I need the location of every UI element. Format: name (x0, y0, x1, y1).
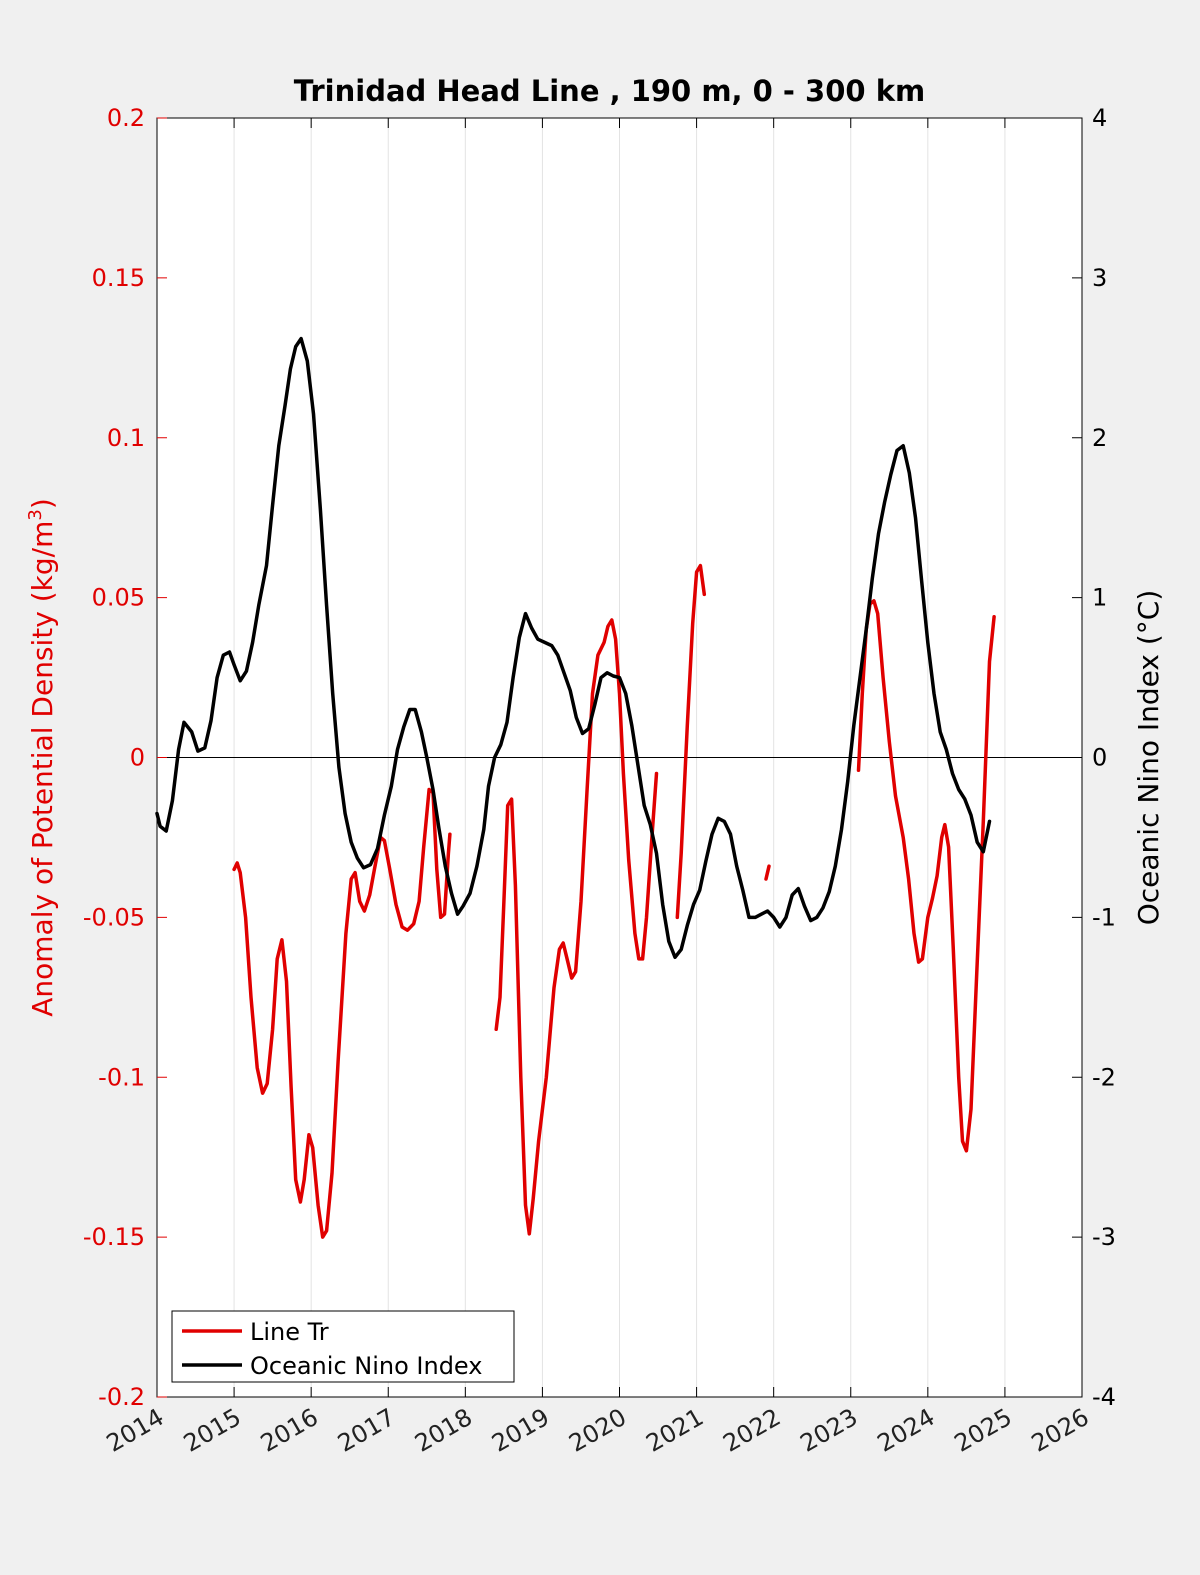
x-tick-label-2025: 2025 (950, 1403, 1017, 1458)
legend-entry-line-tr: Line Tr (250, 1318, 329, 1346)
y-left-tick-label: 0.1 (107, 424, 145, 452)
y-left-tick-label: 0.15 (92, 264, 145, 292)
legend-box (171, 1310, 515, 1383)
series-1-segment-0 (155, 336, 992, 960)
series-0-segment-4 (856, 599, 996, 1153)
legend: Line Tr Oceanic Nino Index (171, 1310, 515, 1383)
x-tick-label-2023: 2023 (796, 1403, 863, 1458)
y-left-tick-label: 0 (130, 744, 145, 772)
series-0-segment-2 (675, 563, 707, 920)
x-tick-label-2021: 2021 (641, 1403, 708, 1458)
y-axis-left-label: Anomaly of Potential Density (kg/m3) (25, 498, 59, 1017)
y-right-tick-label: 0 (1092, 744, 1107, 772)
x-tick-label-2016: 2016 (256, 1403, 323, 1458)
series-0-segment-0 (232, 787, 452, 1239)
y-left-tick-label: -0.1 (98, 1063, 145, 1091)
y-right-tick-label: -4 (1092, 1383, 1116, 1411)
legend-entry-oni: Oceanic Nino Index (250, 1352, 482, 1380)
y-right-tick-label: 2 (1092, 424, 1107, 452)
x-tick-label-2017: 2017 (333, 1403, 400, 1458)
x-tick-label-2022: 2022 (718, 1403, 785, 1458)
x-tick-label-2019: 2019 (487, 1403, 554, 1458)
y-right-tick-label: 4 (1092, 104, 1107, 132)
x-tick-label-2014: 2014 (102, 1403, 169, 1458)
series-0-segment-1 (494, 618, 659, 1236)
y-right-tick-label: 3 (1092, 264, 1107, 292)
x-tick-label-2026: 2026 (1027, 1403, 1094, 1458)
y-left-tick-label: 0.2 (107, 104, 145, 132)
y-right-tick-label: -1 (1092, 903, 1116, 931)
y-left-tick-label: 0.05 (92, 584, 145, 612)
y-left-tick-label: -0.05 (83, 903, 145, 931)
x-tick-label-2024: 2024 (873, 1403, 940, 1458)
y-right-tick-label: 1 (1092, 584, 1107, 612)
chart-title: Trinidad Head Line , 190 m, 0 - 300 km (294, 74, 925, 108)
series-0-segment-3 (764, 864, 771, 881)
y-axis-right-label: Oceanic Nino Index (°C) (1132, 590, 1165, 926)
y-right-tick-label: -3 (1092, 1223, 1116, 1251)
x-tick-label-2015: 2015 (179, 1403, 246, 1458)
y-left-tick-label: -0.2 (98, 1383, 145, 1411)
x-tick-label-2020: 2020 (564, 1403, 631, 1458)
x-tick-label-2018: 2018 (410, 1403, 477, 1458)
y-left-tick-label: -0.15 (83, 1223, 145, 1251)
series-group (155, 336, 996, 1239)
y-right-tick-label: -2 (1092, 1063, 1116, 1091)
